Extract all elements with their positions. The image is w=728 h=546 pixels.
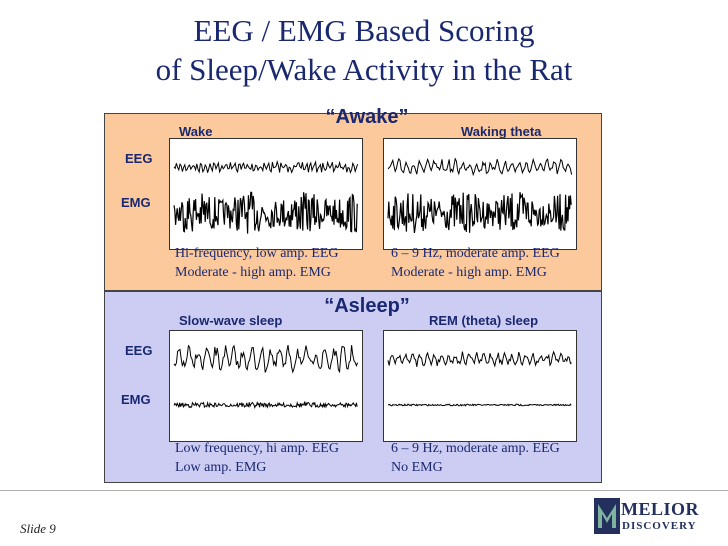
logo-text-melior: MELIOR [621, 499, 700, 519]
eeg-waveform [387, 350, 572, 368]
waking-theta-desc-1: 6 – 9 Hz, moderate amp. EEG [391, 246, 560, 261]
slide-number: Slide 9 [20, 521, 56, 536]
slow-wave-trace-box [169, 330, 363, 442]
logo-mark-icon [594, 498, 620, 534]
eeg-waveform [387, 157, 573, 177]
slow-wave-sleep-label: Slow-wave sleep [179, 313, 283, 328]
asleep-panel: “Asleep” Slow-wave sleep REM (theta) sle… [104, 291, 602, 483]
logo-text-discovery: DISCOVERY [622, 520, 697, 532]
awake-emg-label: EMG [121, 195, 151, 210]
awake-panel: “Awake” Wake Waking theta EEG EMG Hi-fre… [104, 106, 602, 291]
slow-wave-desc-1: Low frequency, hi amp. EEG [175, 441, 339, 456]
wake-desc-2: Moderate - high amp. EMG [175, 265, 331, 280]
waking-theta-desc-2: Moderate - high amp. EMG [391, 265, 547, 280]
asleep-eeg-label: EEG [125, 343, 153, 358]
asleep-heading: “Asleep” [324, 295, 410, 317]
wake-desc-1: Hi-frequency, low amp. EEG [175, 246, 339, 261]
waking-theta-label: Waking theta [461, 124, 542, 139]
rem-trace [387, 350, 572, 407]
eeg-waveform [173, 159, 359, 175]
melior-discovery-logo: MELIOR DISCOVERY [594, 498, 706, 536]
awake-eeg-label: EEG [125, 151, 153, 166]
rem-sleep-label: REM (theta) sleep [429, 313, 539, 328]
asleep-emg-label: EMG [121, 392, 151, 407]
rem-trace-box [383, 330, 577, 442]
eeg-waveform [173, 344, 359, 374]
slow-wave-desc-2: Low amp. EMG [175, 460, 267, 475]
slide-title-line-1: EEG / EMG Based Scoring [193, 13, 535, 48]
wake-trace-box [169, 138, 363, 250]
emg-waveform [387, 192, 572, 233]
rem-desc-1: 6 – 9 Hz, moderate amp. EEG [391, 441, 560, 456]
awake-heading: “Awake” [325, 106, 409, 128]
wake-label: Wake [179, 124, 213, 139]
emg-waveform [173, 400, 358, 410]
waking-theta-trace-box [383, 138, 577, 250]
emg-waveform [387, 403, 572, 407]
footer-divider [0, 490, 728, 491]
slow-wave-trace [173, 344, 359, 410]
emg-waveform [173, 191, 358, 234]
rem-desc-2: No EMG [391, 460, 443, 475]
slide-title-line-2: of Sleep/Wake Activity in the Rat [155, 52, 573, 87]
waking-theta-trace [387, 157, 573, 233]
wake-trace [173, 159, 359, 234]
